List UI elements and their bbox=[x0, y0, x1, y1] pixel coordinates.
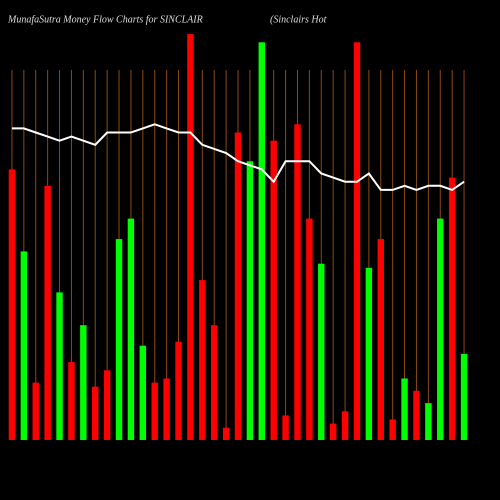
bar bbox=[151, 382, 158, 440]
bar bbox=[68, 362, 75, 440]
bar bbox=[282, 415, 289, 440]
bar bbox=[115, 239, 123, 440]
bar bbox=[222, 427, 230, 440]
bar bbox=[210, 325, 218, 440]
bar bbox=[20, 251, 28, 440]
chart-title: MunafaSutra Money Flow Charts for SINCLA… bbox=[7, 14, 203, 25]
bar bbox=[80, 325, 87, 440]
bar bbox=[425, 403, 432, 440]
bar bbox=[401, 378, 408, 440]
money-flow-line bbox=[11, 123, 465, 192]
bar bbox=[294, 124, 301, 441]
bar bbox=[318, 263, 325, 440]
bar bbox=[199, 280, 206, 440]
chart-subtitle: (Sinclairs Hot bbox=[270, 14, 327, 25]
bar bbox=[413, 390, 420, 440]
bar bbox=[92, 386, 99, 440]
bar bbox=[187, 34, 194, 440]
bar bbox=[56, 292, 63, 440]
bar bbox=[234, 132, 242, 440]
bar bbox=[44, 185, 51, 440]
bar bbox=[365, 267, 373, 440]
bar bbox=[341, 411, 349, 440]
bar bbox=[258, 42, 266, 441]
bar bbox=[448, 177, 456, 440]
bar bbox=[163, 378, 170, 440]
bar bbox=[306, 218, 313, 440]
bar bbox=[139, 345, 147, 440]
bar bbox=[329, 423, 337, 440]
bar bbox=[353, 42, 361, 441]
bar bbox=[32, 382, 39, 440]
bar bbox=[175, 341, 182, 440]
bar bbox=[389, 419, 396, 440]
bar bbox=[377, 239, 384, 440]
bar bbox=[246, 161, 254, 440]
bar bbox=[8, 169, 16, 440]
bar bbox=[103, 370, 111, 440]
bar bbox=[127, 218, 135, 440]
bar bbox=[270, 140, 277, 440]
bar bbox=[437, 218, 444, 440]
bar bbox=[460, 353, 468, 440]
